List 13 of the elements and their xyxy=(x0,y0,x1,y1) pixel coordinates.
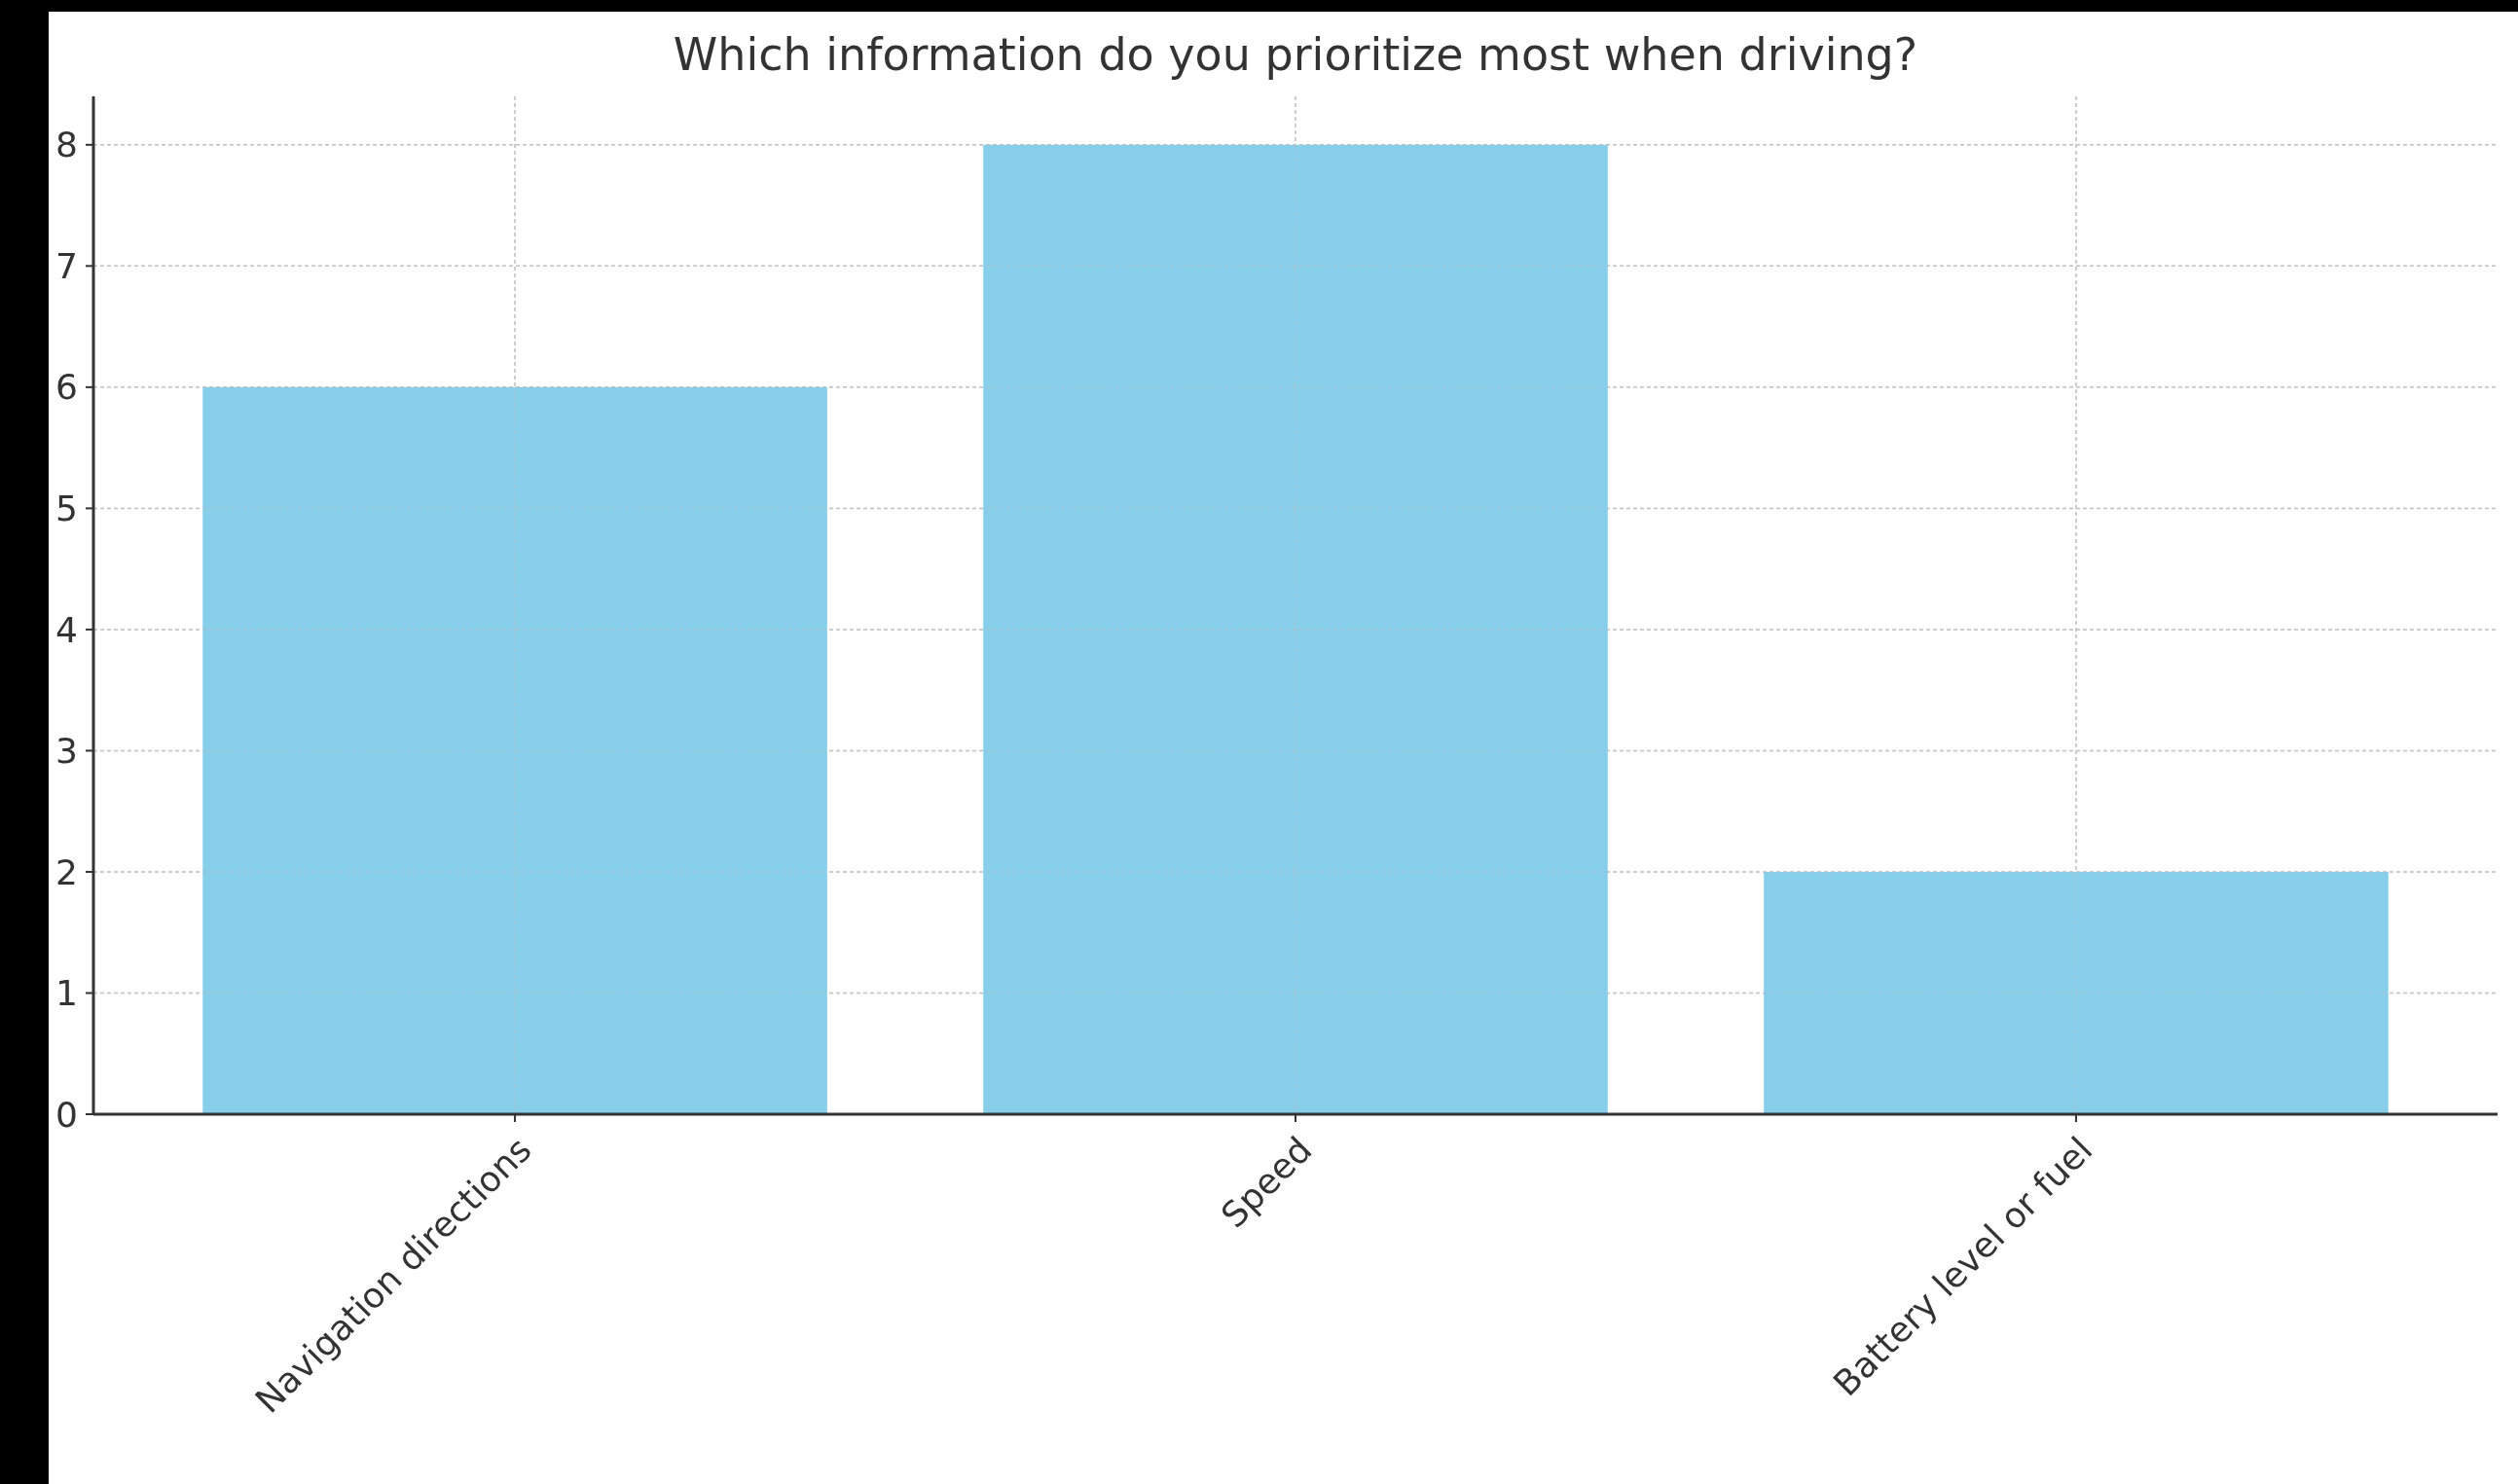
bar xyxy=(202,386,827,1114)
y-tick-label: 0 xyxy=(55,1094,78,1135)
y-tick-label: 4 xyxy=(55,609,78,650)
chart-title: Which information do you prioritize most when driving? xyxy=(673,28,1918,81)
y-tick-label: 3 xyxy=(55,731,78,772)
y-tick-label: 2 xyxy=(55,851,78,892)
y-tick-label: 1 xyxy=(55,973,78,1014)
y-tick-label: 7 xyxy=(55,245,78,286)
y-tick-label: 6 xyxy=(55,367,78,408)
bar xyxy=(983,144,1608,1114)
y-tick-label: 8 xyxy=(55,125,78,165)
y-tick-label: 5 xyxy=(55,488,78,528)
bar xyxy=(1764,871,2389,1114)
